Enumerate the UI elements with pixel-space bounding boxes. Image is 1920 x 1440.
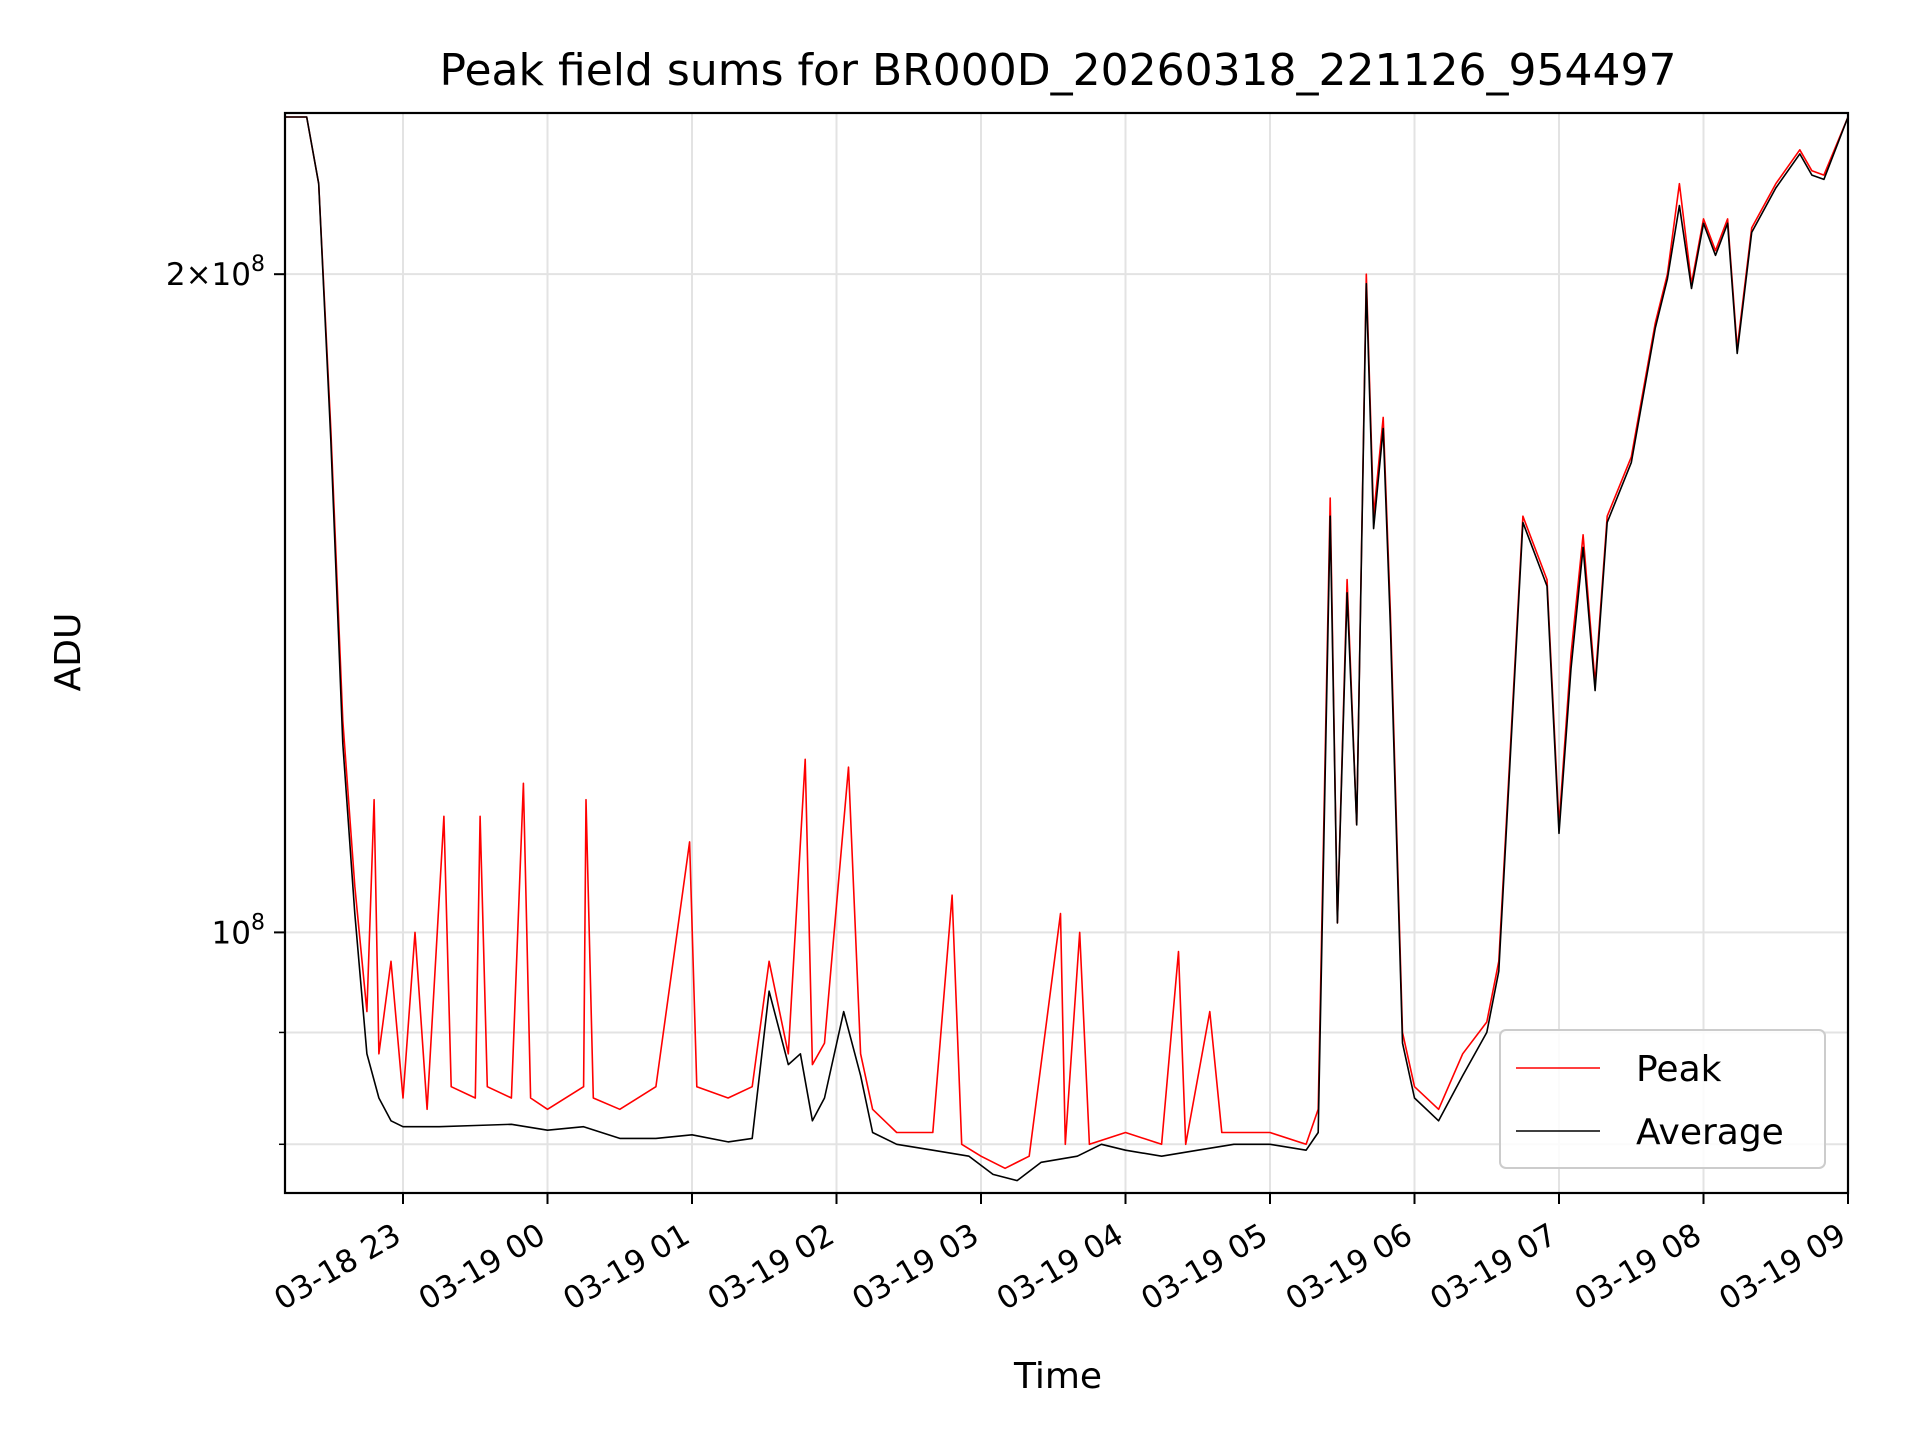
legend-peak-label: Peak	[1636, 1049, 1722, 1090]
x-axis-label: Time	[1013, 1356, 1102, 1397]
series-layer	[285, 116, 1848, 1182]
legend: Peak Average	[1499, 1029, 1826, 1169]
y-tick-label: 2×108	[166, 252, 265, 293]
plot-frame	[283, 111, 1850, 1195]
chart-title: Peak field sums for BR000D_20260318_2211…	[440, 45, 1677, 96]
y-tick-label: 108	[212, 910, 265, 951]
y-axis-label: ADU	[48, 613, 89, 692]
series-line-average	[285, 116, 1848, 1182]
legend-box	[1499, 1029, 1826, 1169]
legend-average-label: Average	[1636, 1112, 1784, 1153]
y-axis: 108 2×108	[166, 252, 285, 1146]
